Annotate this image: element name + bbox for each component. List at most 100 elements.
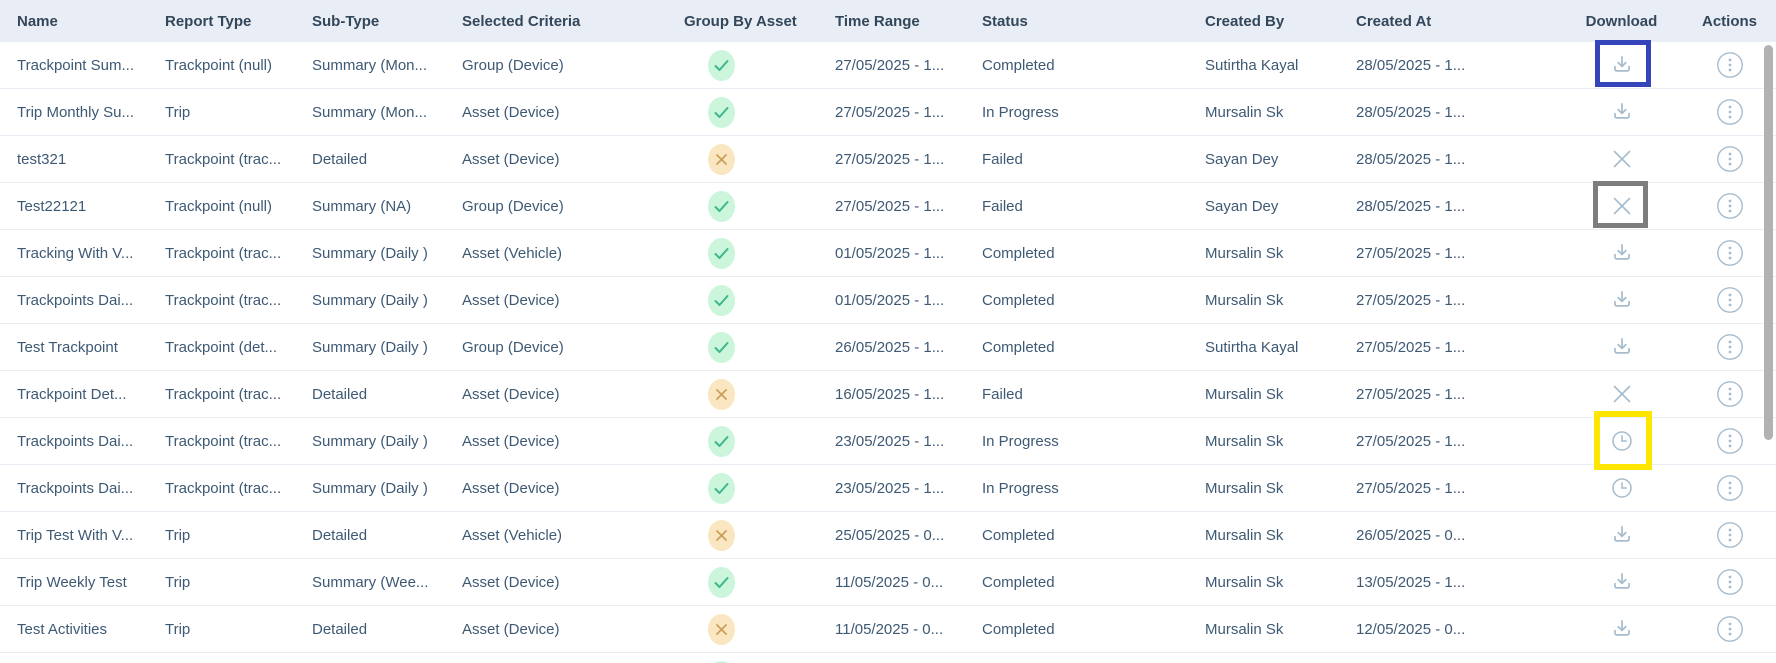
row-actions-button[interactable]: [1683, 380, 1776, 408]
kebab-menu-icon: [1716, 521, 1744, 549]
download-button[interactable]: [1560, 334, 1683, 360]
download-button[interactable]: [1560, 616, 1683, 642]
cell-selected-criteria: Asset (Vehicle): [462, 244, 563, 262]
download-button[interactable]: [1560, 52, 1683, 78]
download-button[interactable]: [1560, 287, 1683, 313]
column-header-download: Download: [1585, 12, 1658, 30]
cell-selected-criteria: Asset (Device): [462, 479, 560, 497]
kebab-menu-icon: [1716, 145, 1744, 173]
cross-circle-icon: [708, 143, 735, 175]
row-actions-button[interactable]: [1683, 474, 1776, 502]
cell-group-by-asset: [684, 660, 835, 663]
cell-created-by: Sutirtha Kayal: [1205, 56, 1299, 74]
cell-time-range: 01/05/2025 - 1...: [835, 244, 945, 262]
row-actions-button[interactable]: [1683, 239, 1776, 267]
cell-selected-criteria: Group (Device): [462, 56, 564, 74]
cell-created-by: Mursalin Sk: [1205, 526, 1284, 544]
download-button[interactable]: [1560, 522, 1683, 548]
download-icon: [1609, 240, 1635, 266]
cell-time-range: 27/05/2025 - 1...: [835, 150, 945, 168]
download-icon: [1609, 569, 1635, 595]
download-icon: [1609, 334, 1635, 360]
cell-status: Completed: [982, 573, 1055, 591]
cell-sub-type: Summary (Mon...: [312, 103, 428, 121]
row-actions-button[interactable]: [1683, 192, 1776, 220]
column-header-time_range: Time Range: [835, 12, 920, 30]
cell-report-type: Trackpoint (trac...: [165, 150, 282, 168]
cell-created-by: Sayan Dey: [1205, 150, 1279, 168]
cell-name: Trackpoint Det...: [17, 385, 127, 403]
cell-group-by-asset: [684, 284, 835, 316]
download-button[interactable]: [1560, 194, 1683, 218]
row-actions-button[interactable]: [1683, 145, 1776, 173]
column-header-status: Status: [982, 12, 1028, 30]
table-row: Trackpoints Dai... Trackpoint (trac... S…: [0, 277, 1776, 324]
clock-icon: [1610, 476, 1634, 500]
cell-selected-criteria: Asset (Device): [462, 291, 560, 309]
cell-created-at: 28/05/2025 - 1...: [1356, 56, 1466, 74]
table-row: Test22121 Trackpoint (null) Summary (NA)…: [0, 183, 1776, 230]
row-actions-button[interactable]: [1683, 98, 1776, 126]
vertical-scrollbar-thumb[interactable]: [1764, 45, 1773, 440]
download-button[interactable]: [1560, 99, 1683, 125]
x-icon: [1610, 147, 1634, 171]
x-icon: [1610, 382, 1634, 406]
table-row: Test Activities Trip Detailed Asset (Dev…: [0, 606, 1776, 653]
download-button[interactable]: [1560, 569, 1683, 595]
row-actions-button[interactable]: [1683, 568, 1776, 596]
annotation-box-yellow: [1594, 411, 1652, 470]
row-actions-button[interactable]: [1683, 521, 1776, 549]
check-circle-icon: [708, 96, 735, 128]
cell-created-at: 26/05/2025 - 0...: [1356, 526, 1466, 544]
cell-report-type: Trip: [165, 526, 191, 544]
download-button[interactable]: [1560, 382, 1683, 406]
table-row: Trackpoint Det... Trackpoint (trac... De…: [0, 371, 1776, 418]
cell-time-range: 25/05/2025 - 0...: [835, 526, 945, 544]
cell-name: Test22121: [17, 197, 87, 215]
cell-report-type: Trackpoint (trac...: [165, 244, 282, 262]
cross-circle-icon: [708, 613, 735, 645]
cell-sub-type: Summary (Mon...: [312, 56, 428, 74]
row-actions-button[interactable]: [1683, 333, 1776, 361]
cell-created-at: 28/05/2025 - 1...: [1356, 197, 1466, 215]
cell-report-type: Trackpoint (null): [165, 56, 272, 74]
annotation-box-gray: [1593, 181, 1648, 228]
download-button[interactable]: [1560, 476, 1683, 500]
row-actions-button[interactable]: [1683, 286, 1776, 314]
table-row: Trip Weekly Test Trip Summary (Wee... As…: [0, 559, 1776, 606]
cell-selected-criteria: Asset (Device): [462, 620, 560, 638]
download-button[interactable]: [1560, 240, 1683, 266]
cell-report-type: Trip: [165, 573, 191, 591]
cell-status: In Progress: [982, 432, 1059, 450]
check-circle-icon: [708, 284, 735, 316]
cell-time-range: 11/05/2025 - 0...: [835, 620, 944, 638]
cell-name: test321: [17, 150, 67, 168]
cell-sub-type: Summary (Daily ): [312, 432, 428, 450]
cell-group-by-asset: [684, 566, 835, 598]
row-actions-button[interactable]: [1683, 51, 1776, 79]
check-circle-icon: [708, 331, 735, 363]
cell-created-by: Sutirtha Kayal: [1205, 338, 1299, 356]
row-actions-button[interactable]: [1683, 615, 1776, 643]
cell-name: Trip Weekly Test: [17, 573, 127, 591]
cell-sub-type: Summary (Wee...: [312, 573, 429, 591]
download-button[interactable]: [1560, 147, 1683, 171]
cell-status: Failed: [982, 385, 1023, 403]
cell-name: Trackpoint Sum...: [17, 56, 134, 74]
cross-circle-icon: [708, 519, 735, 551]
cell-status: Failed: [982, 150, 1023, 168]
cell-sub-type: Detailed: [312, 150, 368, 168]
row-actions-button[interactable]: [1683, 427, 1776, 455]
cell-group-by-asset: [684, 190, 835, 222]
cell-created-at: 28/05/2025 - 1...: [1356, 103, 1466, 121]
check-circle-icon: [708, 566, 735, 598]
kebab-menu-icon: [1716, 380, 1744, 408]
cell-sub-type: Summary (Daily ): [312, 338, 428, 356]
cell-created-at: 27/05/2025 - 1...: [1356, 432, 1466, 450]
cell-report-type: Trip: [165, 103, 191, 121]
cell-name: Test Activities: [17, 620, 108, 638]
download-button[interactable]: [1560, 429, 1683, 453]
cell-status: Failed: [982, 197, 1023, 215]
cell-created-by: Mursalin Sk: [1205, 573, 1284, 591]
